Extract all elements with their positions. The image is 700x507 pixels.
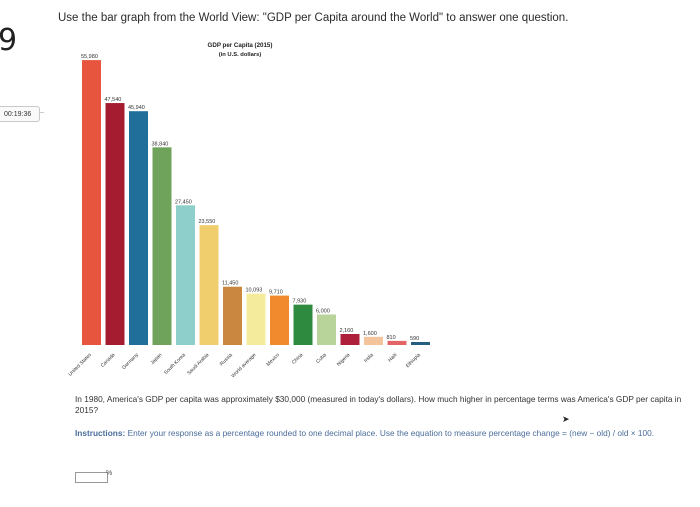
value-label: 7,930 bbox=[293, 299, 307, 305]
timer-divider bbox=[40, 112, 44, 113]
category-label: Japan bbox=[150, 352, 164, 366]
bar-haiti bbox=[387, 340, 407, 345]
chart-subtitle: (in U.S. dollars) bbox=[219, 52, 262, 58]
mouse-cursor-icon: ➤ bbox=[562, 414, 570, 424]
answer-input[interactable] bbox=[75, 472, 108, 483]
question-number: 9 bbox=[0, 23, 18, 58]
bar-south-korea bbox=[176, 205, 195, 345]
value-label: 55,980 bbox=[81, 54, 98, 60]
question-text: In 1980, America's GDP per capita was ap… bbox=[75, 394, 682, 415]
value-label: 10,093 bbox=[246, 288, 263, 294]
bar-germany bbox=[129, 111, 148, 345]
answer-unit: % bbox=[106, 470, 113, 477]
category-label: Nigeria bbox=[336, 352, 352, 368]
value-label: 47,540 bbox=[105, 97, 122, 103]
category-label: Cuba bbox=[315, 352, 328, 365]
value-label: 23,550 bbox=[199, 219, 216, 225]
category-label: United States bbox=[67, 352, 93, 378]
category-label: China bbox=[291, 352, 305, 366]
bar-china bbox=[293, 304, 313, 345]
bar-cuba bbox=[317, 314, 336, 345]
category-label: Saudi Arabia bbox=[186, 352, 210, 376]
bar-world-average bbox=[246, 293, 266, 345]
value-label: 590 bbox=[410, 336, 419, 342]
value-label: 1,600 bbox=[363, 331, 377, 337]
instructions-label: Instructions: bbox=[75, 428, 126, 438]
value-label: 11,450 bbox=[222, 281, 238, 287]
value-label: 45,940 bbox=[128, 105, 145, 111]
category-label: Germany bbox=[121, 352, 140, 371]
category-label: South Korea bbox=[163, 352, 187, 376]
chart-title: GDP per Capita (2015) bbox=[208, 42, 273, 49]
value-label: 810 bbox=[387, 335, 396, 341]
bar-united-states bbox=[82, 60, 101, 346]
bar-nigeria bbox=[340, 334, 360, 345]
category-label: Mexico bbox=[265, 352, 281, 368]
category-label: Russia bbox=[219, 352, 234, 367]
value-label: 2,160 bbox=[340, 328, 354, 334]
timer: 00:19:36 bbox=[0, 106, 40, 122]
bar-saudi-arabia bbox=[199, 225, 219, 345]
bar-canada bbox=[105, 103, 125, 345]
gdp-bar-chart: GDP per Capita (2015) (in U.S. dollars) … bbox=[67, 42, 430, 379]
category-label: Haiti bbox=[387, 352, 398, 363]
bar-mexico bbox=[270, 295, 289, 345]
bar-japan bbox=[152, 147, 172, 345]
bar-india bbox=[364, 336, 383, 345]
category-label: Canada bbox=[100, 352, 117, 369]
value-label: 9,710 bbox=[269, 290, 283, 296]
value-label: 27,450 bbox=[175, 199, 192, 205]
category-label: India bbox=[363, 352, 375, 364]
bar-russia bbox=[223, 286, 242, 345]
bar-ethiopia bbox=[411, 341, 430, 345]
value-label: 6,000 bbox=[316, 308, 330, 314]
value-label: 38,840 bbox=[152, 141, 169, 147]
instructions-text: Enter your response as a percentage roun… bbox=[127, 428, 655, 438]
question-prompt: Use the bar graph from the World View: "… bbox=[58, 12, 569, 24]
instructions: Instructions: Enter your response as a p… bbox=[75, 428, 685, 439]
category-label: World average bbox=[230, 352, 257, 379]
category-label: Ethiopia bbox=[405, 352, 422, 369]
